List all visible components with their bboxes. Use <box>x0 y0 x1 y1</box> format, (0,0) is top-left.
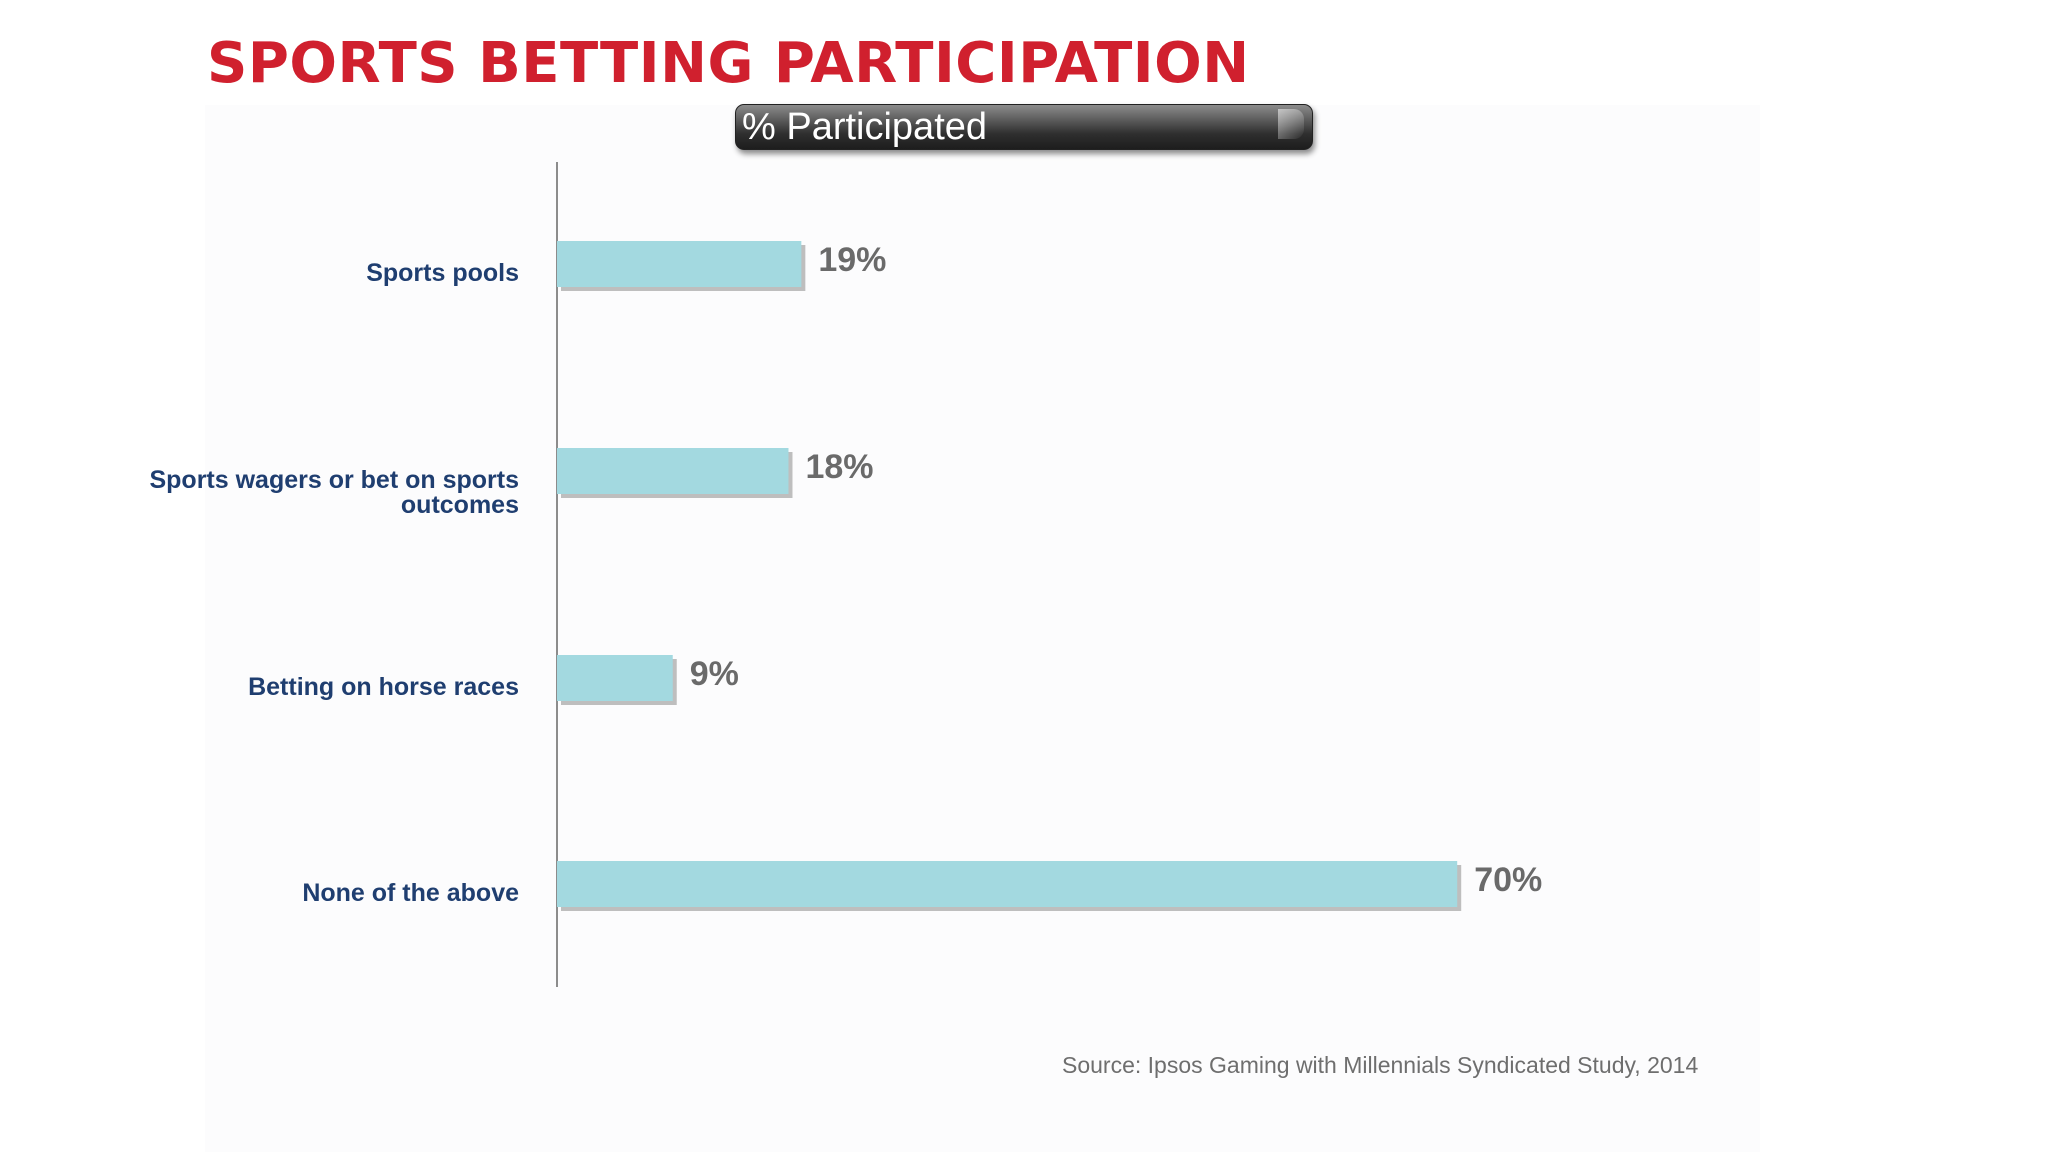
bar-4 <box>557 861 1458 907</box>
category-label: Betting on horse races <box>248 673 519 701</box>
category-label: None of the above <box>302 879 519 907</box>
category-label: Sports pools <box>366 259 519 287</box>
chart-background <box>205 105 1760 1152</box>
chart-title: SPORTS BETTING PARTICIPATION <box>207 31 1250 96</box>
bar-1 <box>557 241 802 287</box>
data-label: 9% <box>690 655 739 693</box>
bar-3 <box>557 655 673 701</box>
data-label: 19% <box>818 241 886 279</box>
subtitle-label: % Participated <box>742 106 988 148</box>
category-label: Sports wagers or bet on sports <box>149 466 519 494</box>
source-note: Source: Ipsos Gaming with Millennials Sy… <box>1062 1052 1699 1078</box>
subtitle-banner: % Participated <box>735 104 1313 150</box>
data-label: 70% <box>1474 861 1542 899</box>
category-label: outcomes <box>401 491 519 519</box>
banner-shine <box>1278 109 1304 139</box>
bar-2 <box>557 448 789 494</box>
data-label: 18% <box>805 448 873 486</box>
